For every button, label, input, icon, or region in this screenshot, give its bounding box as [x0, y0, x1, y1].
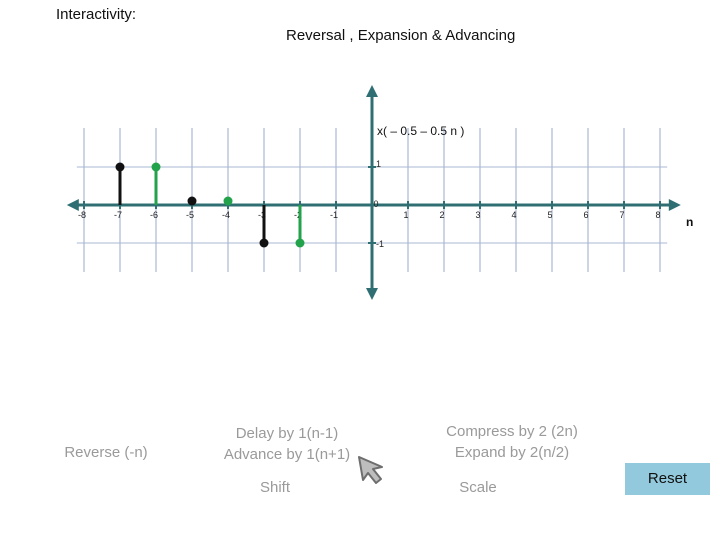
stem-plot: -8 -7 -6 -5 -4 -3 -2 -1 0 1 2 3 4 5 6 7 8 1 -1 x( – 0.5 – … — [66, 85, 693, 300]
stem-point — [151, 162, 161, 172]
stem-point — [115, 162, 125, 172]
x-tick-label: 3 — [475, 210, 480, 220]
arrow-cursor-icon — [358, 456, 383, 484]
compress-button[interactable]: Compress by 2 (2n) — [446, 423, 578, 440]
x-axis-left-arrow — [66, 199, 79, 211]
advance-button[interactable]: Advance by 1(n+1) — [223, 446, 351, 463]
function-label: x( – 0.5 – 0.5 n ) — [377, 124, 464, 138]
x-tick-label: 4 — [511, 210, 516, 220]
scale-controls: Compress by 2 (2n) Expand by 2(n/2) — [432, 421, 592, 463]
tick-labels: -8 -7 -6 -5 -4 -3 -2 -1 0 1 2 3 4 5 6 7 8 1 -1 — [78, 159, 661, 249]
shift-label: Shift — [259, 479, 290, 496]
stems — [115, 162, 305, 248]
stem-point — [295, 238, 305, 248]
y-axis-up-arrow — [366, 85, 378, 97]
x-tick-label: 7 — [619, 210, 624, 220]
expand-button[interactable]: Expand by 2(n/2) — [454, 444, 570, 461]
x-tick-label: -5 — [186, 210, 194, 220]
stem-point — [223, 196, 233, 206]
shift-controls: Delay by 1(n-1) Advance by 1(n+1) — [212, 423, 362, 465]
x-tick-label: -1 — [330, 210, 338, 220]
x-tick-label: 5 — [547, 210, 552, 220]
delay-button[interactable]: Delay by 1(n-1) — [235, 425, 339, 442]
x-tick-label: -2 — [294, 210, 302, 220]
x-tick-label: -8 — [78, 210, 86, 220]
interactivity-label: Interactivity: — [56, 6, 137, 23]
x-tick-label: 2 — [439, 210, 444, 220]
reverse-button[interactable]: Reverse (-n) — [64, 444, 148, 461]
x-tick-label: -4 — [222, 210, 230, 220]
stem-point — [259, 238, 269, 248]
scale-label: Scale — [459, 479, 497, 496]
x-axis-right-arrow — [668, 199, 681, 211]
y-tick-label: -1 — [376, 239, 384, 249]
x-tick-label: 1 — [403, 210, 408, 220]
axis-label-n: n — [686, 215, 693, 229]
slide-title: Reversal , Expansion & Advancing — [286, 27, 516, 44]
x-tick-label: -7 — [114, 210, 122, 220]
reset-button[interactable]: Reset — [625, 463, 710, 495]
stem-point — [187, 196, 197, 206]
x-tick-label: 6 — [583, 210, 588, 220]
y-tick-label: 1 — [376, 159, 381, 169]
x-tick-label: 8 — [655, 210, 660, 220]
x-tick-label: 0 — [373, 199, 378, 209]
y-axis-down-arrow — [366, 288, 378, 300]
x-tick-label: -6 — [150, 210, 158, 220]
x-tick-label: -3 — [258, 210, 266, 220]
